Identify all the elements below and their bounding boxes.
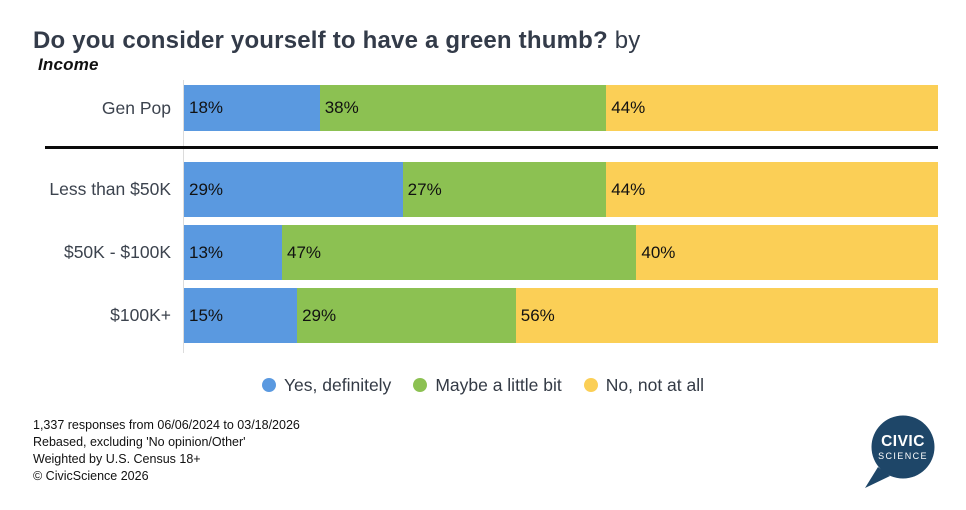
stacked-bar: 18% 38% 44% (184, 85, 938, 131)
segment-value: 18% (189, 98, 224, 117)
legend-label: No, not at all (605, 374, 705, 395)
segment-value: 38% (324, 98, 359, 117)
title-question: Do you consider yourself to have a green… (33, 27, 608, 54)
bar-segment: 29% (297, 288, 516, 343)
gen-pop-divider-line (45, 146, 938, 149)
chart-title: Do you consider yourself to have a green… (33, 27, 640, 75)
bar-segment: 47% (282, 225, 637, 280)
civicscience-logo: CIVIC SCIENCE (865, 415, 935, 488)
legend-label: Yes, definitely (283, 374, 392, 395)
segment-value: 15% (189, 305, 224, 325)
row-label: Gen Pop (101, 97, 171, 118)
bar-row: $50K - $100K 13% 47% 40% (0, 225, 966, 280)
legend-dot-icon (583, 378, 598, 392)
legend-item: Maybe a little bit (413, 374, 562, 396)
bar-segment: 15% (184, 288, 298, 343)
bar-segment: 29% (184, 162, 403, 217)
legend-label: Maybe a little bit (435, 374, 562, 395)
bar-segment: 44% (606, 162, 938, 217)
row-label: Less than $50K (49, 179, 171, 199)
bar-segment: 13% (184, 225, 283, 280)
segment-value: 29% (302, 305, 337, 325)
bar-row: $100K+ 15% 29% 56% (0, 288, 966, 343)
bar-segment: 27% (402, 162, 607, 217)
segment-value: 56% (520, 305, 555, 325)
bar-segment: 56% (515, 288, 938, 343)
bar-segment: 44% (606, 85, 938, 131)
chart-legend: Yes, definitely Maybe a little bit No, not… (0, 372, 966, 398)
segment-value: 13% (189, 242, 224, 262)
stacked-bar: 29% 27% 44% (184, 162, 938, 217)
bar-segment: 38% (319, 85, 607, 131)
legend-dot-icon (413, 378, 428, 392)
footer-notes: 1,337 responses from 06/06/2024 to 03/18… (33, 417, 300, 485)
bar-segment: 40% (636, 225, 938, 280)
stacked-bar: 15% 29% 56% (184, 288, 938, 343)
row-label: $50K - $100K (63, 242, 171, 262)
footer-copyright: © CivicScience 2026 (33, 469, 149, 483)
segment-value: 47% (287, 242, 322, 262)
y-axis-line (183, 80, 184, 353)
stacked-bar: 13% 47% 40% (184, 225, 938, 280)
logo-text-civic: CIVIC (881, 433, 925, 450)
legend-item: No, not at all (583, 374, 705, 396)
logo-text-science: SCIENCE (878, 451, 928, 461)
bar-row: Less than $50K 29% 27% 44% (0, 162, 966, 217)
legend-item: Yes, definitely (261, 374, 392, 396)
title-connector: by (607, 27, 641, 54)
bar-segment: 18% (184, 85, 320, 131)
segment-value: 40% (641, 242, 676, 262)
segment-value: 44% (611, 179, 646, 199)
footer-rebased: Rebased, excluding 'No opinion/Other' (33, 435, 246, 449)
legend-dot-icon (261, 378, 276, 392)
row-label: $100K+ (110, 305, 171, 325)
segment-value: 29% (189, 179, 224, 199)
footer-weighted: Weighted by U.S. Census 18+ (33, 452, 201, 466)
logo-speech-tail (865, 467, 890, 488)
logo-speech-bubble (871, 415, 935, 479)
footer-responses: 1,337 responses from 06/06/2024 to 03/18… (33, 418, 300, 432)
bar-row: Gen Pop 18% 38% 44% (0, 85, 966, 131)
title-segment: Income (38, 55, 99, 74)
segment-value: 27% (407, 179, 442, 199)
segment-value: 44% (611, 98, 646, 117)
